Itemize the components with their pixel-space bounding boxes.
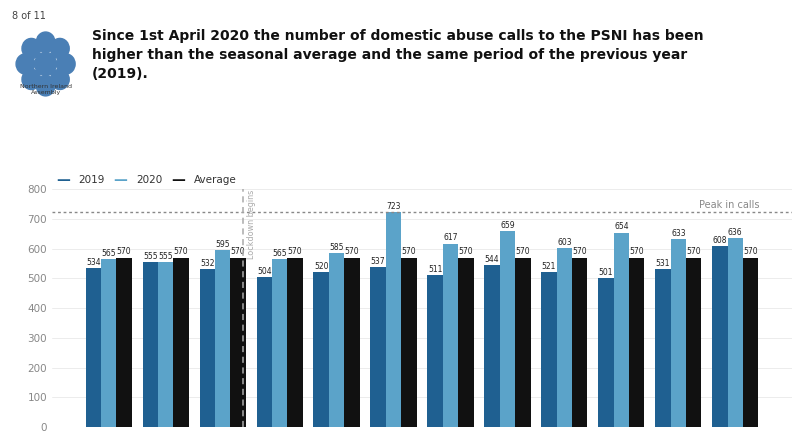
Bar	[230, 258, 246, 427]
Text: 585: 585	[330, 243, 344, 252]
Text: 570: 570	[743, 247, 758, 256]
Circle shape	[36, 76, 55, 96]
Text: 537: 537	[371, 257, 386, 266]
Bar	[572, 258, 587, 427]
Text: 570: 570	[345, 247, 359, 256]
Text: 608: 608	[713, 236, 727, 245]
Bar	[174, 258, 189, 427]
Text: 636: 636	[728, 228, 742, 237]
Text: Peak in calls: Peak in calls	[698, 200, 759, 210]
Text: 555: 555	[158, 252, 173, 261]
Bar	[655, 269, 670, 427]
Bar	[257, 277, 272, 427]
Text: 504: 504	[257, 267, 271, 276]
Circle shape	[16, 54, 35, 74]
Bar	[116, 258, 132, 427]
Bar	[329, 253, 344, 427]
Bar	[484, 265, 500, 427]
Bar	[272, 259, 287, 427]
Text: 570: 570	[230, 247, 246, 256]
Circle shape	[22, 38, 41, 59]
Text: 511: 511	[428, 265, 442, 274]
Bar	[442, 243, 458, 427]
Text: Northern Ireland
Assembly: Northern Ireland Assembly	[19, 84, 72, 95]
Bar	[500, 231, 515, 427]
Text: Lockdown begins: Lockdown begins	[247, 190, 257, 259]
Text: 520: 520	[314, 262, 329, 271]
Bar	[101, 259, 116, 427]
Bar	[598, 278, 614, 427]
Bar	[386, 212, 402, 427]
Bar	[712, 246, 728, 427]
Text: —: —	[56, 173, 70, 187]
Text: 2019: 2019	[78, 175, 105, 185]
Text: 2020: 2020	[136, 175, 162, 185]
Bar	[158, 262, 174, 427]
Bar	[199, 269, 215, 427]
Bar	[427, 275, 442, 427]
Circle shape	[50, 38, 70, 59]
Bar	[614, 233, 629, 427]
Text: 570: 570	[288, 247, 302, 256]
Text: 555: 555	[143, 252, 158, 261]
Text: 570: 570	[458, 247, 473, 256]
Text: 521: 521	[542, 262, 556, 271]
Bar	[728, 238, 743, 427]
Text: 565: 565	[102, 249, 116, 258]
Text: Average: Average	[194, 175, 236, 185]
Bar	[142, 262, 158, 427]
Bar	[458, 258, 474, 427]
Bar	[743, 258, 758, 427]
Text: 534: 534	[86, 258, 101, 267]
Bar	[686, 258, 702, 427]
Text: Since 1st April 2020 the number of domestic abuse calls to the PSNI has been
hig: Since 1st April 2020 the number of domes…	[92, 29, 704, 81]
Bar	[629, 258, 645, 427]
Text: 570: 570	[402, 247, 416, 256]
Text: 654: 654	[614, 222, 629, 231]
Bar	[215, 250, 230, 427]
Bar	[314, 272, 329, 427]
Circle shape	[22, 69, 41, 89]
Bar	[370, 267, 386, 427]
Text: 501: 501	[598, 268, 614, 277]
Bar	[515, 258, 530, 427]
Text: 617: 617	[443, 233, 458, 243]
Bar	[402, 258, 417, 427]
Text: 633: 633	[671, 229, 686, 238]
Bar	[557, 248, 572, 427]
Text: 659: 659	[500, 221, 514, 230]
Circle shape	[35, 52, 56, 76]
Text: 570: 570	[174, 247, 188, 256]
Text: 595: 595	[215, 240, 230, 249]
Text: 570: 570	[515, 247, 530, 256]
Circle shape	[50, 69, 70, 89]
Text: 531: 531	[656, 259, 670, 268]
Text: 570: 570	[686, 247, 701, 256]
Text: 570: 570	[117, 247, 131, 256]
Text: 723: 723	[386, 202, 401, 211]
Text: —: —	[114, 173, 127, 187]
Bar	[542, 272, 557, 427]
Circle shape	[36, 32, 55, 52]
Bar	[344, 258, 360, 427]
Text: 570: 570	[630, 247, 644, 256]
Bar	[86, 268, 101, 427]
Text: 8 of 11: 8 of 11	[12, 11, 46, 21]
Text: 565: 565	[272, 249, 287, 258]
Text: 603: 603	[557, 238, 572, 247]
Bar	[670, 239, 686, 427]
Text: 570: 570	[573, 247, 587, 256]
Text: 544: 544	[485, 255, 499, 264]
Bar	[287, 258, 302, 427]
Text: 532: 532	[200, 259, 214, 268]
Text: —: —	[171, 173, 185, 187]
Circle shape	[56, 54, 75, 74]
